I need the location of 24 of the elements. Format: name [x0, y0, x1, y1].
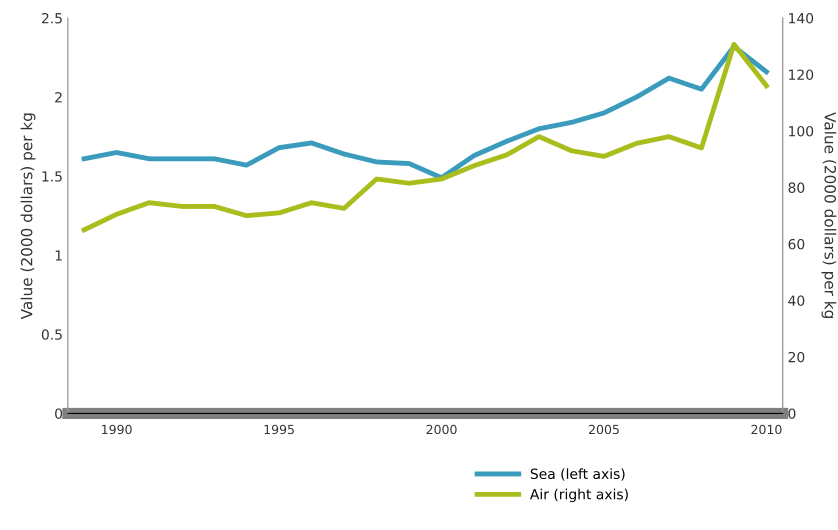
y2-tick-label: 140 — [789, 12, 814, 24]
y2-tick-label: 20 — [788, 352, 804, 362]
x-tick-label: 2000 — [426, 424, 457, 434]
y-tick-label: 1.5 — [42, 171, 62, 182]
y2-tick-label: 0 — [788, 408, 796, 419]
x-tick-label: 1995 — [264, 424, 294, 434]
y2-tick-label: 40 — [788, 295, 804, 306]
y-tick-label: 0.5 — [42, 329, 62, 340]
line-series — [82, 42, 769, 232]
y-tick-label: 0 — [55, 408, 62, 419]
y-tick-label: 1 — [56, 250, 62, 261]
y2-tick-label: 60 — [788, 238, 804, 250]
y-tick-label: 2 — [55, 92, 62, 102]
y2-tick-label: 100 — [789, 126, 814, 136]
y2-axis-title: Value (2000 dollars) per kg — [822, 112, 836, 318]
x-tick-label: 2005 — [589, 424, 619, 434]
legend-label: Sea (left axis) — [530, 468, 625, 481]
y2-tick-label: 120 — [789, 69, 814, 80]
y2-tick-label: 80 — [788, 182, 804, 193]
y-axis-title: Value (2000 dollars) per kg — [20, 113, 36, 320]
x-tick-label: 1990 — [102, 424, 132, 434]
y-tick-label: 2.5 — [42, 12, 62, 24]
legend-label: Air (right axis) — [530, 488, 628, 502]
x-tick-label: 2010 — [751, 424, 782, 434]
